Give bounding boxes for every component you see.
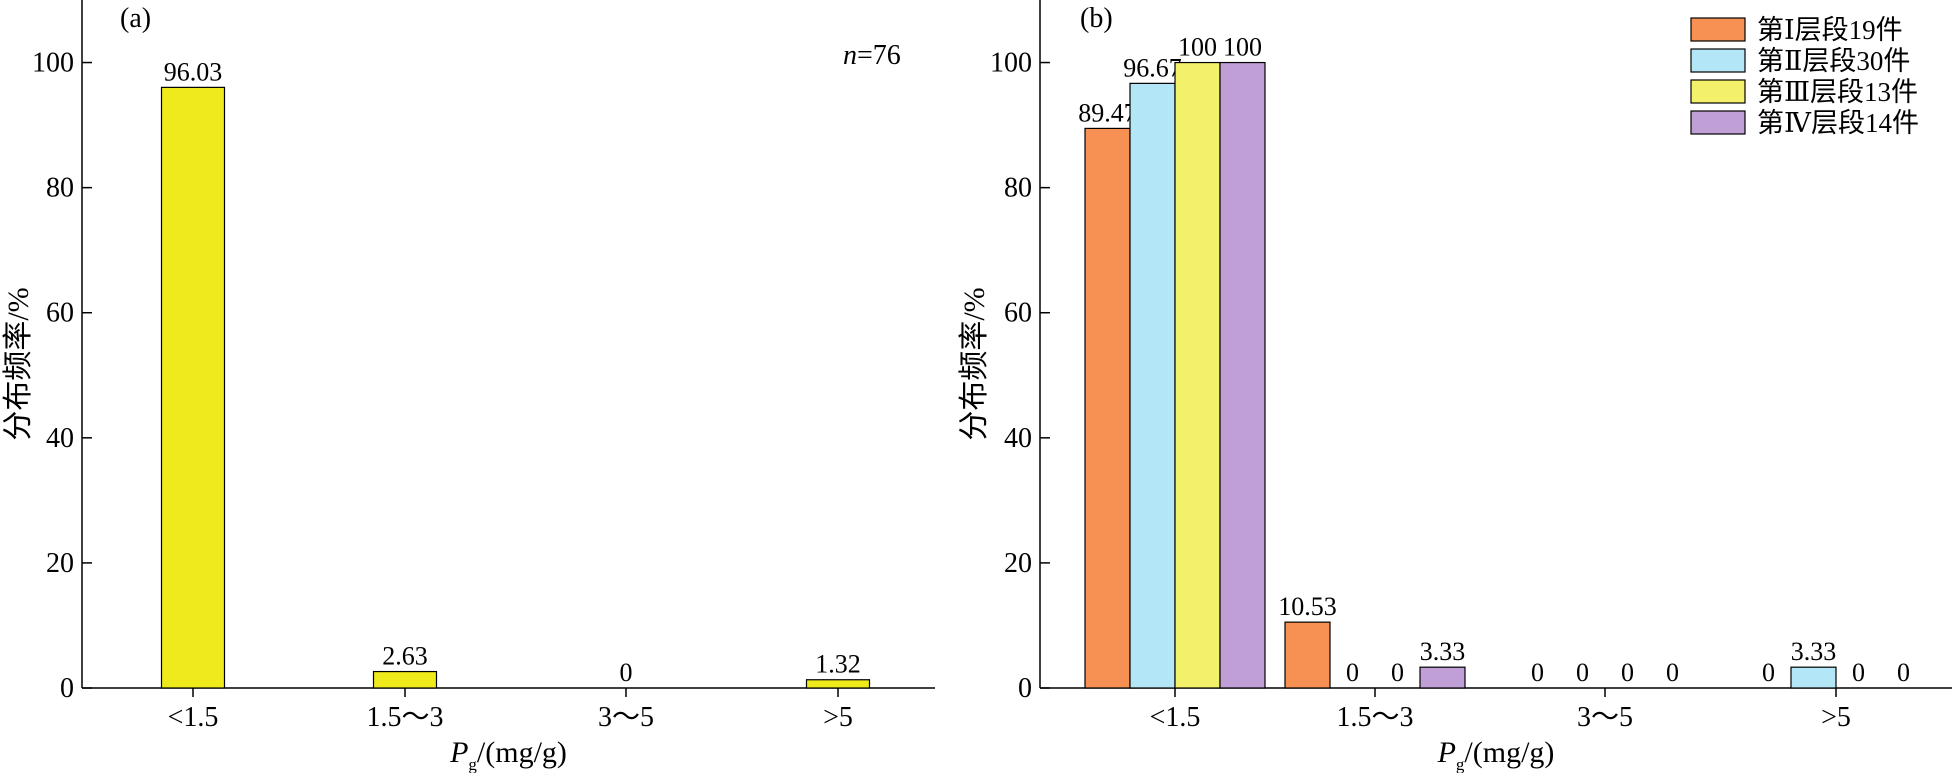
x-tick-label: <1.5 bbox=[1150, 702, 1201, 733]
x-axis-title-main: P bbox=[1437, 736, 1456, 769]
bar bbox=[1284, 621, 1331, 689]
y-tick-label: 60 bbox=[1004, 298, 1032, 329]
bar bbox=[1174, 61, 1221, 689]
legend-swatch bbox=[1690, 110, 1746, 135]
panel-a: 0 20 40 60 80 100 <1.5 1.5～3 3～5 >5 96.03 2.63 0 1.32… bbox=[2, 0, 935, 774]
bar-value-label: 0 bbox=[1897, 658, 1910, 687]
y-tick-label: 0 bbox=[60, 673, 74, 704]
bar bbox=[160, 86, 226, 689]
legend-entry: 第Ⅳ层段14件 bbox=[1757, 108, 1919, 138]
legend-swatch bbox=[1690, 17, 1746, 42]
y-tick-label: 80 bbox=[1004, 173, 1032, 204]
bar bbox=[372, 670, 438, 689]
bar bbox=[1084, 127, 1131, 689]
x-tick-label: 3～5 bbox=[1577, 702, 1633, 733]
bar-value-label: 100 bbox=[1223, 33, 1262, 62]
bar-value-label: 1.32 bbox=[815, 650, 861, 679]
y-tick-label: 20 bbox=[1004, 548, 1032, 579]
x-tick-label: <1.5 bbox=[168, 702, 219, 733]
bar-value-label: 10.53 bbox=[1278, 592, 1337, 621]
y-tick-label: 40 bbox=[1004, 423, 1032, 454]
bar-value-label: 0 bbox=[620, 658, 633, 687]
x-axis-title: Pg/(mg/g) bbox=[449, 736, 567, 773]
bar-value-label: 0 bbox=[1346, 658, 1359, 687]
x-tick-label: >5 bbox=[1821, 702, 1851, 733]
y-tick-label: 100 bbox=[32, 48, 74, 79]
bar-value-label: 0 bbox=[1531, 658, 1544, 687]
bar-value-label: 0 bbox=[1576, 658, 1589, 687]
y-tick-label: 40 bbox=[46, 423, 74, 454]
bar bbox=[1129, 82, 1176, 689]
panel-label: (a) bbox=[120, 3, 151, 34]
x-tick-label: >5 bbox=[823, 702, 853, 733]
bar bbox=[1219, 61, 1266, 689]
legend-swatch bbox=[1690, 48, 1746, 73]
bar-value-label: 100 bbox=[1178, 33, 1217, 62]
y-axis-title: 分布频率/% bbox=[2, 287, 35, 440]
panel-label: (b) bbox=[1080, 3, 1113, 34]
y-axis-title: 分布频率/% bbox=[958, 287, 991, 440]
legend-entry: 第Ⅲ层段13件 bbox=[1757, 77, 1918, 107]
x-axis-title-sub: g bbox=[468, 755, 477, 773]
sample-count-annotation: n=76 bbox=[843, 40, 901, 71]
legend-swatch bbox=[1690, 79, 1746, 104]
bar-value-label: 96.03 bbox=[164, 57, 223, 86]
y-tick-label: 0 bbox=[1018, 673, 1032, 704]
x-axis-title-unit: /(mg/g) bbox=[1464, 736, 1554, 769]
bar-value-label: 0 bbox=[1391, 658, 1404, 687]
bar-value-label: 3.33 bbox=[1420, 637, 1466, 666]
x-axis-title-unit: /(mg/g) bbox=[477, 736, 567, 769]
panel-b: 0 20 40 60 80 100 <1.5 1.5～3 3～5 >5 89.47 10.53 0 0 96… bbox=[958, 0, 1952, 774]
x-tick-label: 1.5～3 bbox=[1336, 702, 1413, 733]
bar-value-label: 96.67 bbox=[1123, 53, 1182, 82]
annotation-italic: n bbox=[843, 40, 857, 71]
x-tick-label: 3～5 bbox=[598, 702, 654, 733]
x-axis-title: Pg/(mg/g) bbox=[1437, 736, 1555, 773]
bar-value-label: 0 bbox=[1666, 658, 1679, 687]
bar-value-label: 2.63 bbox=[382, 642, 428, 671]
bar-value-label: 0 bbox=[1621, 658, 1634, 687]
legend-entry: 第Ⅰ层段19件 bbox=[1757, 15, 1903, 45]
bar-value-label: 0 bbox=[1852, 658, 1865, 687]
legend-entry: 第Ⅱ层段30件 bbox=[1757, 46, 1910, 76]
y-tick-label: 20 bbox=[46, 548, 74, 579]
y-tick-label: 80 bbox=[46, 173, 74, 204]
bar-value-label: 0 bbox=[1762, 658, 1775, 687]
y-tick-label: 100 bbox=[990, 48, 1032, 79]
y-tick-label: 60 bbox=[46, 298, 74, 329]
x-tick-label: 1.5～3 bbox=[366, 702, 443, 733]
bar-value-label: 3.33 bbox=[1791, 637, 1837, 666]
annotation-rest: =76 bbox=[857, 40, 901, 71]
bar bbox=[1790, 666, 1837, 689]
x-axis-title-main: P bbox=[449, 736, 468, 769]
bar bbox=[805, 679, 871, 689]
bar bbox=[1419, 666, 1466, 689]
x-axis-title-sub: g bbox=[1456, 755, 1465, 773]
bar-value-label: 89.47 bbox=[1078, 98, 1137, 127]
